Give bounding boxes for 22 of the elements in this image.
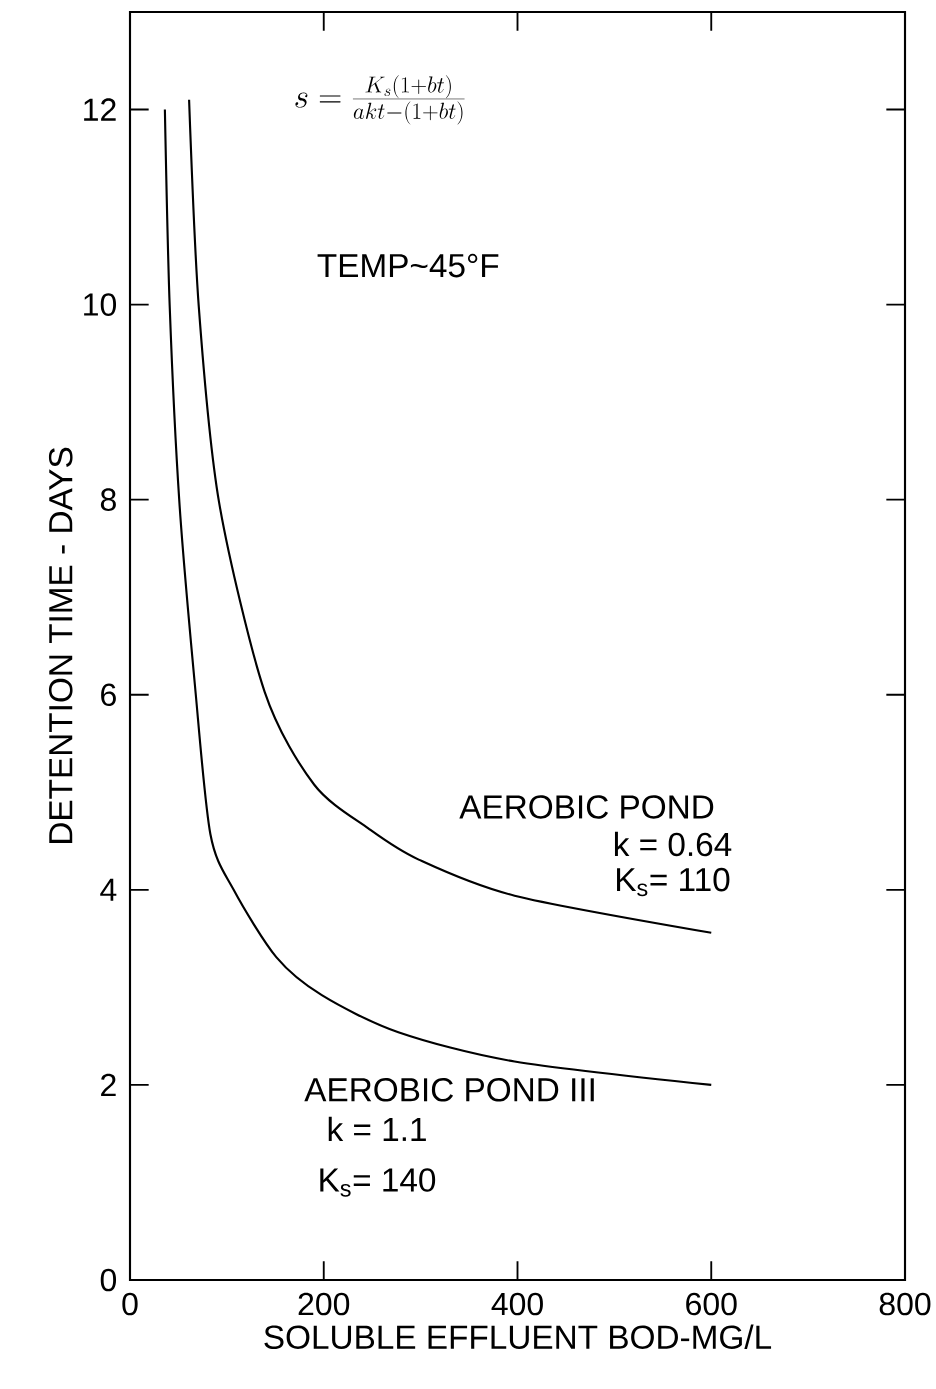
x-tick-label: 400 [491, 1292, 543, 1316]
annotation: K$_{s}$= 110 [617, 867, 730, 897]
annotation: K$_{s}$= 140 [320, 1168, 436, 1197]
x-tick-label: 600 [686, 1292, 737, 1316]
y-tick-label: 2 [101, 1073, 116, 1097]
series-label: AEROBIC POND III [304, 1078, 594, 1102]
y-tick-label: 6 [101, 683, 116, 707]
y-tick-label: 4 [100, 878, 117, 901]
x-axis-title: SOLUBLE EFFLUENT BOD-MG/L [264, 1324, 772, 1350]
y-tick-label: 0 [100, 1268, 117, 1292]
x-tick-label: 800 [879, 1292, 931, 1316]
y-axis-title: DETENTION TIME - DAYS [48, 447, 73, 843]
x-tick-label: 0 [122, 1292, 138, 1316]
y-tick-label: 12 [84, 98, 116, 121]
annotation: k = 0.64 [614, 831, 732, 857]
x-tick-label: 200 [298, 1292, 350, 1316]
annotation: $s = \frac{K_s(1+bt)}{akt-(1+bt)}$ [295, 75, 465, 125]
annotation: k = 1.1 [328, 1116, 426, 1141]
annotation: TEMP~45°F [317, 253, 499, 278]
series-label: AEROBIC POND [459, 795, 714, 819]
y-tick-label: 8 [100, 488, 116, 512]
y-tick-label: 10 [84, 293, 117, 316]
